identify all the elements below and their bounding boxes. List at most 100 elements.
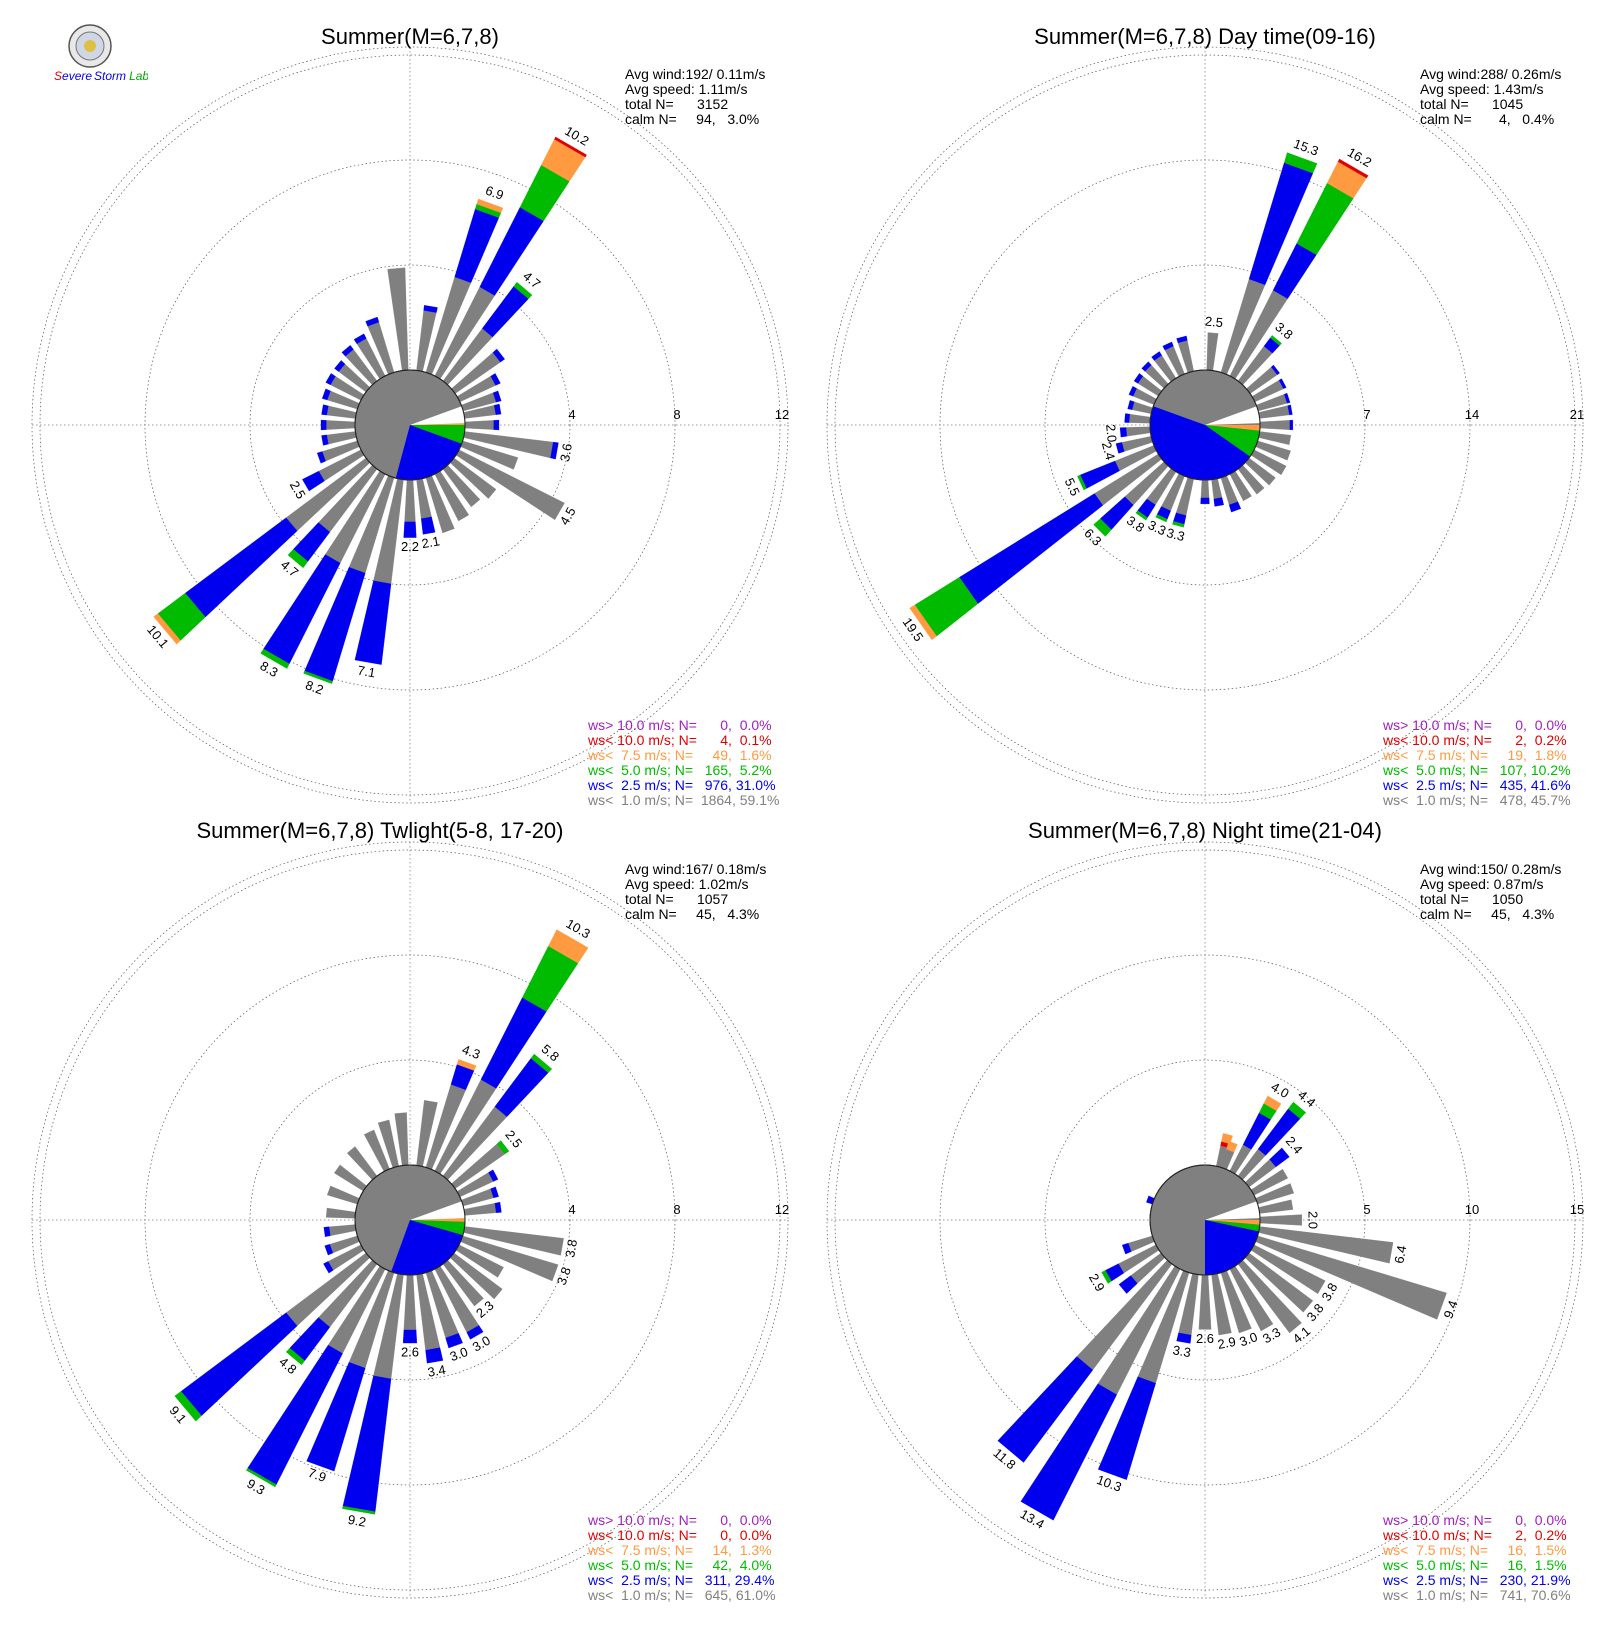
legend-entry-lt10: ws< 10.0 m/s; N= 0, 0.0% <box>587 1527 772 1543</box>
bar-segment-lt5 <box>174 1391 202 1422</box>
bar-segment-lt1 <box>387 267 409 371</box>
direction-bar <box>1237 1101 1307 1181</box>
bar-segment-lt25 <box>321 434 329 446</box>
direction-bar <box>997 1259 1173 1463</box>
bar-segment-lt5 <box>1172 521 1185 528</box>
ring-label: 4 <box>568 1202 575 1217</box>
bar-segment-lt5 <box>530 1053 553 1073</box>
legend-entry-lt75: ws< 7.5 m/s; N= 14, 1.3% <box>587 1542 772 1558</box>
direction-bar <box>909 453 1162 641</box>
calm-core <box>1149 369 1261 481</box>
bar-segment-lt1 <box>328 1224 357 1236</box>
bar-segment-lt1 <box>326 1207 356 1219</box>
bar-segment-lt5 <box>287 549 309 569</box>
panel-stat-line: Avg wind:288/ 0.26m/s <box>1420 66 1561 82</box>
bar-segment-lt25 <box>445 1333 463 1349</box>
bar-segment-lt1 <box>326 420 356 430</box>
direction-bar <box>153 457 371 645</box>
bar-segment-lt75 <box>548 929 589 964</box>
bar-value-label: 2.0 <box>1306 1211 1321 1229</box>
bar-segment-lt25 <box>1128 386 1137 397</box>
direction-bar <box>260 470 386 669</box>
bar-segment-lt1 <box>1211 478 1223 500</box>
direction-bar <box>1237 335 1282 386</box>
bar-segment-lt25 <box>1141 361 1152 372</box>
bar-value-label: 15.3 <box>1292 136 1321 159</box>
direction-bar <box>1256 392 1291 412</box>
bar-segment-lt5 <box>513 281 533 300</box>
legend-entry-lt75: ws< 7.5 m/s; N= 16, 1.5% <box>1382 1542 1567 1558</box>
direction-bar <box>326 1185 360 1205</box>
core-outline <box>354 369 466 481</box>
svg-text:SevereStormLab.: SevereStormLab. <box>54 69 148 83</box>
calm-core <box>1149 1164 1261 1276</box>
bar-segment-lt25 <box>466 1325 484 1340</box>
bar-segment-lt25 <box>1287 404 1293 416</box>
bar-segment-lt1 <box>463 431 554 459</box>
bar-segment-lt1 <box>326 405 357 419</box>
bar-segment-lt25 <box>1289 419 1294 431</box>
bar-segment-lt5 <box>1077 474 1087 491</box>
direction-bar <box>1220 1141 1238 1170</box>
bar-value-label: 2.0 <box>1103 424 1120 443</box>
bar-value-label: 3.8 <box>554 1265 574 1287</box>
bar-segment-lt25 <box>1151 351 1162 361</box>
panel-stat-line: Avg wind:167/ 0.18m/s <box>625 861 766 877</box>
wind-rose-panel-3: 4 8 124.310.35.82.53.83.82.33.03.03.42.69.… <box>31 818 789 1603</box>
bar-value-label: 3.6 <box>557 442 575 462</box>
bar-segment-lt25 <box>492 390 502 403</box>
calm-core <box>354 369 466 481</box>
direction-bar <box>434 1265 484 1340</box>
legend-entry-lt10: ws< 10.0 m/s; N= 2, 0.2% <box>1382 1527 1567 1543</box>
ring-label: 8 <box>673 407 680 422</box>
legend-entry-lt10: ws< 10.0 m/s; N= 2, 0.2% <box>1382 732 1567 748</box>
bar-value-label: 2.5 <box>1204 314 1223 331</box>
bar-value-label: 9.4 <box>1440 1298 1460 1320</box>
direction-bar <box>1097 1270 1190 1480</box>
bar-segment-lt1 <box>404 479 416 522</box>
legend-entry-lt5: ws< 5.0 m/s; N= 16, 1.5% <box>1382 1557 1567 1573</box>
bar-value-label: 6.9 <box>483 183 505 203</box>
bar-value-label: 3.0 <box>1237 1329 1259 1349</box>
legend-entry-lt25: ws< 2.5 m/s; N= 976, 31.0% <box>587 777 776 793</box>
ring-label: 7 <box>1363 407 1370 422</box>
wind-rose-panel-1: 4 8 126.910.24.73.64.52.12.27.18.28.34.710… <box>31 24 789 808</box>
bar-segment-lt25 <box>1020 1383 1117 1521</box>
panel-stat-line: calm N= 45, 4.3% <box>1420 906 1554 922</box>
bar-segment-lt25 <box>1271 364 1280 375</box>
bar-segment-lt5 <box>1135 510 1148 521</box>
direction-bar <box>285 1259 378 1366</box>
bar-value-label: 5.5 <box>1062 476 1083 499</box>
bar-segment-lt5 <box>1093 518 1112 537</box>
direction-bar <box>1220 475 1242 513</box>
bar-segment-lt1 <box>1200 479 1210 499</box>
legend-entry-lt1: ws< 1.0 m/s; N= 478, 45.7% <box>1382 792 1571 808</box>
core-wedge-lt75 <box>1205 425 1260 431</box>
bar-segment-lt25 <box>423 305 438 313</box>
bar-segment-lt25 <box>494 403 502 415</box>
bar-segment-lt10 <box>554 136 587 158</box>
direction-bar <box>1176 1273 1199 1344</box>
core-wedge-lt5 <box>1205 425 1260 457</box>
legend-entry-gt10: ws> 10.0 m/s; N= 0, 0.0% <box>587 717 772 733</box>
core-wedge-lt5 <box>1205 1220 1260 1232</box>
bar-value-label: 4.3 <box>460 1042 482 1062</box>
seal-icon: SevereStormLab. <box>54 24 148 83</box>
ring-circle <box>1044 264 1366 586</box>
ring-label: 10 <box>1465 1202 1479 1217</box>
direction-bar <box>287 464 378 569</box>
legend-entry-lt1: ws< 1.0 m/s; N= 1864, 59.1% <box>587 792 779 808</box>
bar-segment-lt25 <box>425 1347 444 1364</box>
bar-segment-lt25 <box>490 373 501 386</box>
bar-segment-lt25 <box>1284 392 1291 404</box>
bar-segment-lt5 <box>1155 514 1168 523</box>
core-outline <box>354 1164 466 1276</box>
core-wedge-lt25 <box>1150 406 1251 480</box>
bar-segment-lt25 <box>320 419 327 431</box>
direction-bar <box>1115 436 1153 454</box>
direction-bar <box>1216 1133 1233 1168</box>
bar-segment-lt25 <box>323 1261 334 1274</box>
direction-bar <box>1251 378 1287 403</box>
bar-value-label: 3.4 <box>426 1362 446 1380</box>
panel-title: Summer(M=6,7,8) Day time(09-16) <box>1034 24 1376 49</box>
